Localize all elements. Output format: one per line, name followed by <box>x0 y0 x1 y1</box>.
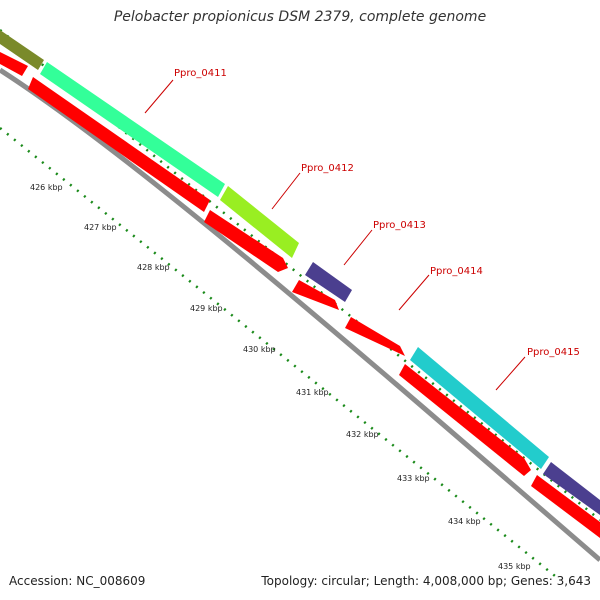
gene-label: Ppro_0414 <box>430 266 483 277</box>
kbp-label: 428 kbp <box>137 263 170 272</box>
gene-labels: Ppro_0411 Ppro_0412 Ppro_0413 Ppro_0414 … <box>144 68 580 391</box>
leader-line <box>271 172 301 210</box>
leader-line <box>495 356 526 391</box>
kbp-label: 434 kbp <box>448 517 481 526</box>
kbp-label: 429 kbp <box>190 304 223 313</box>
gene-label: Ppro_0415 <box>527 347 580 358</box>
map-title: Pelobacter propionicus DSM 2379, complet… <box>113 9 487 25</box>
cds-block <box>28 77 210 212</box>
cds-block <box>0 52 28 76</box>
cds-block <box>204 210 288 272</box>
kbp-label: 433 kbp <box>397 474 430 483</box>
kbp-label: 435 kbp <box>498 562 531 571</box>
kbp-label: 427 kbp <box>84 223 117 232</box>
gene-block-ppro0412 <box>220 186 299 258</box>
gene-block <box>0 30 44 70</box>
gene-block-ppro0411 <box>40 62 225 197</box>
leader-line <box>343 229 373 266</box>
gene-track <box>0 30 600 515</box>
backbone <box>0 67 600 562</box>
genome-summary-text: Topology: circular; Length: 4,008,000 bp… <box>261 574 591 588</box>
cds-block <box>292 280 339 310</box>
kbp-label: 430 kbp <box>243 345 276 354</box>
cds-block <box>531 475 600 538</box>
gene-block-ppro0415 <box>410 347 549 469</box>
gene-label: Ppro_0413 <box>373 220 426 231</box>
kbp-label: 431 kbp <box>296 388 329 397</box>
kbp-label: 426 kbp <box>30 183 63 192</box>
kbp-label: 432 kbp <box>346 430 379 439</box>
cds-block <box>399 364 531 476</box>
gene-label: Ppro_0411 <box>174 68 227 79</box>
leader-line <box>398 274 430 311</box>
gene-block <box>543 462 600 515</box>
cds-track <box>0 52 600 538</box>
cds-block <box>345 317 405 356</box>
kbp-labels: 426 kbp 427 kbp 428 kbp 429 kbp 430 kbp … <box>30 183 531 571</box>
leader-line <box>144 79 174 114</box>
inner-tick-line <box>0 127 561 581</box>
gene-block-ppro0413 <box>305 262 352 302</box>
outer-tick-line <box>0 29 600 521</box>
accession-text: Accession: NC_008609 <box>9 574 146 588</box>
gene-label: Ppro_0412 <box>301 163 354 174</box>
